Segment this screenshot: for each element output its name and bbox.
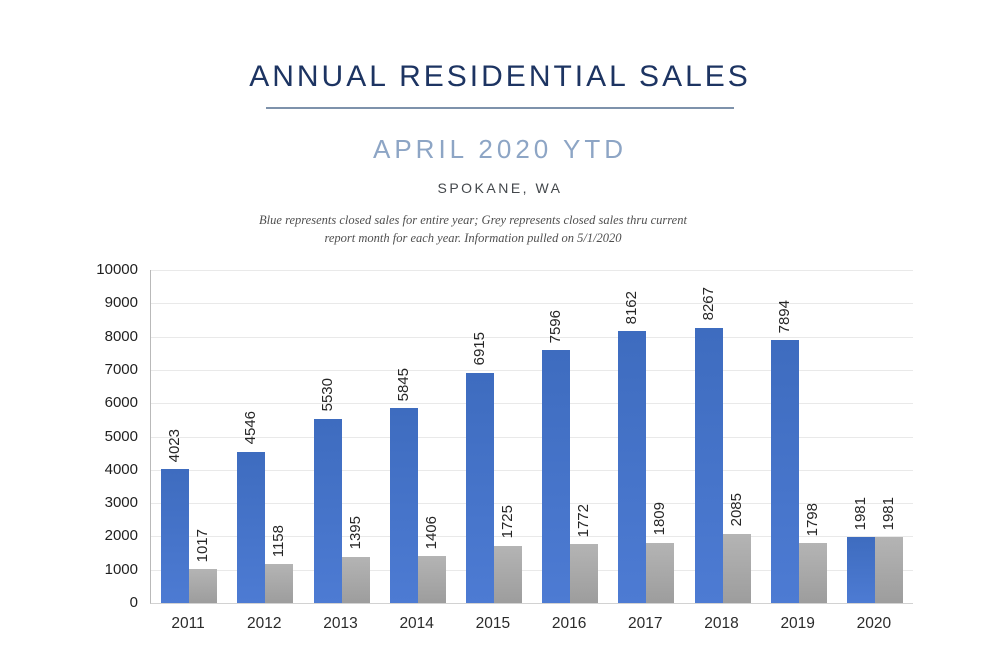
gridline bbox=[151, 303, 913, 305]
y-tick-label: 0 bbox=[129, 594, 138, 611]
bar-grey-thru-month bbox=[874, 537, 903, 603]
bar-value-label: 2085 bbox=[727, 493, 745, 527]
x-category-label: 2012 bbox=[247, 615, 282, 632]
x-category-label: 2015 bbox=[475, 615, 511, 632]
bar-grey-thru-month bbox=[417, 556, 446, 603]
bar-grey-thru-month bbox=[646, 542, 675, 603]
bar-grey-thru-month bbox=[189, 569, 218, 603]
bar-blue-entire-year bbox=[313, 418, 342, 603]
x-category-label: 2011 bbox=[171, 615, 205, 632]
bar-value-label: 5845 bbox=[394, 368, 412, 402]
gridline bbox=[151, 536, 913, 538]
x-category-label: 2016 bbox=[551, 615, 587, 632]
bar-grey-thru-month bbox=[570, 544, 599, 603]
bar-value-label: 7894 bbox=[775, 299, 793, 334]
bar-blue-entire-year bbox=[465, 372, 494, 603]
bar-value-label: 1406 bbox=[422, 515, 440, 550]
x-category-label: 2019 bbox=[780, 615, 815, 632]
bar-value-label: 8267 bbox=[699, 287, 717, 321]
y-tick-label: 5000 bbox=[104, 427, 138, 445]
title-underline bbox=[266, 107, 734, 109]
bar-value-label: 1798 bbox=[803, 502, 821, 537]
bar-value-label: 8162 bbox=[623, 290, 641, 325]
x-axis-category-labels: 2011 2012 2013 2014 2015 2016 2017 2018 2019 2020 bbox=[150, 615, 912, 637]
page-title: ANNUAL RESIDENTIAL SALES bbox=[249, 60, 751, 93]
bar-blue-entire-year bbox=[161, 469, 190, 603]
bar-grey-thru-month bbox=[722, 533, 751, 603]
bar-value-label: 5530 bbox=[318, 378, 336, 412]
plot-area: 4023 1017 4546 1158 5530 1395 5845 1406 6915 1725… bbox=[150, 270, 913, 604]
y-tick-label: 8000 bbox=[104, 327, 138, 345]
gridline bbox=[151, 270, 913, 271]
bar-value-label: 1981 bbox=[851, 496, 869, 531]
x-category-label: 2013 bbox=[323, 615, 358, 632]
bar-grey-thru-month bbox=[493, 545, 522, 603]
bar-value-label: 1017 bbox=[194, 528, 212, 563]
y-tick-label: 1000 bbox=[104, 560, 138, 578]
y-tick-label: 6000 bbox=[104, 394, 138, 412]
bar-value-label: 1158 bbox=[270, 525, 288, 558]
y-tick-label: 7000 bbox=[104, 360, 138, 378]
bar-blue-entire-year bbox=[389, 408, 418, 603]
bar-grey-thru-month bbox=[341, 556, 370, 603]
x-category-label: 2018 bbox=[704, 615, 739, 632]
gridline bbox=[151, 369, 913, 371]
bar-grey-thru-month bbox=[265, 564, 294, 603]
gridline bbox=[151, 436, 913, 438]
bar-blue-entire-year bbox=[542, 350, 571, 603]
gridline bbox=[151, 569, 913, 571]
gridline bbox=[151, 503, 913, 505]
bar-grey-thru-month bbox=[798, 543, 827, 603]
bar-blue-entire-year bbox=[694, 327, 723, 603]
gridline bbox=[151, 336, 913, 338]
location-label: SPOKANE, WA bbox=[437, 180, 563, 196]
y-tick-label: 3000 bbox=[104, 494, 138, 512]
bar-blue-entire-year bbox=[237, 451, 266, 603]
report-header: ANNUAL RESIDENTIAL SALES APRIL 2020 YTD … bbox=[0, 0, 1000, 247]
bar-value-label: 1981 bbox=[879, 496, 897, 531]
x-category-label: 2020 bbox=[856, 615, 892, 632]
bar-value-label: 1772 bbox=[575, 503, 593, 537]
y-tick-label: 10000 bbox=[96, 261, 138, 278]
gridline bbox=[151, 469, 913, 471]
x-category-label: 2014 bbox=[399, 615, 434, 632]
legend-note-line2: report month for each year. Information … bbox=[324, 231, 622, 246]
x-category-label: 2017 bbox=[628, 615, 663, 632]
y-tick-label: 4000 bbox=[104, 460, 138, 478]
y-axis-tick-labels: 0 1000 2000 3000 4000 5000 6000 7000 8000 9000 100… bbox=[0, 261, 138, 611]
bar-value-label: 7596 bbox=[547, 309, 565, 344]
report-subtitle: APRIL 2020 YTD bbox=[373, 134, 627, 164]
gridline bbox=[151, 403, 913, 405]
bar-value-label: 4546 bbox=[242, 411, 260, 445]
bar-value-label: 1725 bbox=[498, 505, 516, 539]
bar-value-label: 1395 bbox=[346, 516, 364, 550]
bar-value-label: 1809 bbox=[651, 502, 669, 536]
bar-blue-entire-year bbox=[618, 331, 647, 603]
bar-value-label: 4023 bbox=[166, 428, 184, 463]
y-tick-label: 2000 bbox=[104, 527, 138, 545]
legend-note: Blue represents closed sales for entire … bbox=[0, 196, 973, 247]
bar-blue-entire-year bbox=[846, 537, 875, 603]
y-tick-label: 9000 bbox=[104, 294, 138, 312]
bar-blue-entire-year bbox=[770, 340, 799, 603]
legend-note-line1: Blue represents closed sales for entire … bbox=[259, 213, 687, 227]
bar-value-label: 6915 bbox=[470, 332, 488, 366]
